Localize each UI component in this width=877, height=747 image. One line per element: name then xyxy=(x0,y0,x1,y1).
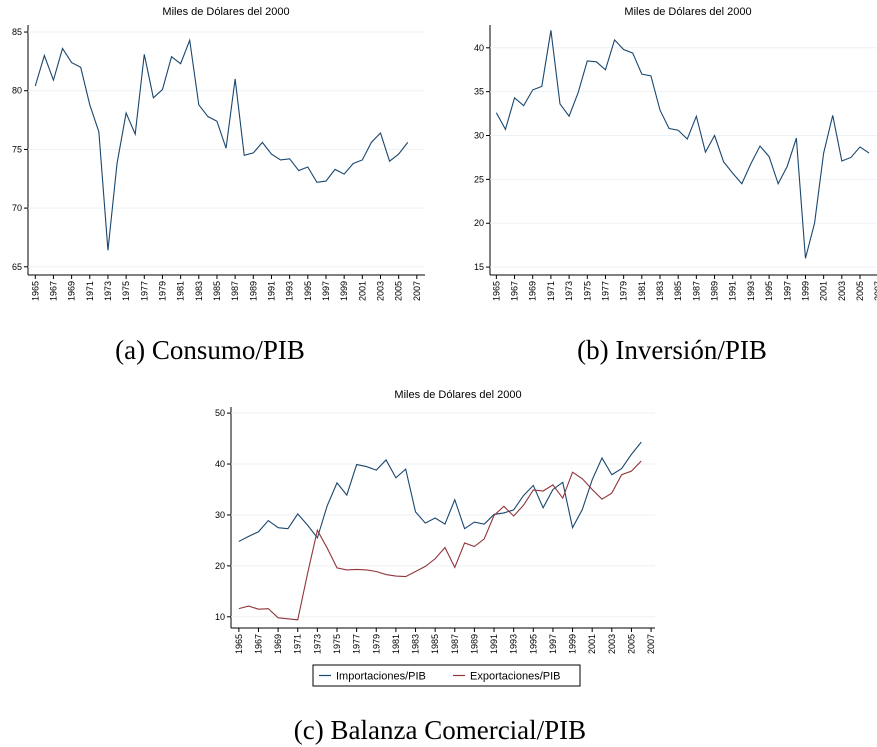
y-tick-label: 40 xyxy=(474,43,484,53)
x-tick-label: 1989 xyxy=(248,281,258,301)
line-series xyxy=(495,30,870,259)
x-tick-label: 2001 xyxy=(357,281,367,301)
x-tick-label: 2001 xyxy=(819,281,829,301)
x-tick-label: 1995 xyxy=(303,281,313,301)
legend-label: Importaciones/PIB xyxy=(336,671,426,683)
x-tick-label: 1971 xyxy=(546,281,556,301)
x-tick-label: 1989 xyxy=(710,281,720,301)
x-tick-label: 1967 xyxy=(253,634,263,654)
y-tick-label: 30 xyxy=(215,510,225,520)
x-tick-label: 1997 xyxy=(321,281,331,301)
x-tick-label: 1965 xyxy=(234,634,244,654)
y-tick-label: 10 xyxy=(215,612,225,622)
x-tick-label: 2007 xyxy=(412,281,422,301)
x-tick-label: 1975 xyxy=(121,281,131,301)
y-tick-label: 50 xyxy=(215,408,225,418)
x-tick-label: 2005 xyxy=(855,281,865,301)
x-tick-label: 1991 xyxy=(266,281,276,301)
x-tick-label: 1967 xyxy=(510,281,520,301)
x-tick-label: 1977 xyxy=(139,281,149,301)
x-tick-label: 1983 xyxy=(411,634,421,654)
x-tick-label: 2003 xyxy=(607,634,617,654)
caption: (a) Consumo/PIB xyxy=(115,335,305,365)
x-tick-label: 1999 xyxy=(568,634,578,654)
x-tick-label: 1993 xyxy=(285,281,295,301)
x-tick-label: 1971 xyxy=(293,634,303,654)
legend-box xyxy=(312,664,581,687)
x-tick-label: 1997 xyxy=(782,281,792,301)
x-tick-label: 1979 xyxy=(619,281,629,301)
y-tick-label: 75 xyxy=(12,144,22,154)
chart-title: Miles de Dólares del 2000 xyxy=(394,389,521,401)
x-tick-label: 1969 xyxy=(528,281,538,301)
y-tick-label: 20 xyxy=(474,218,484,228)
x-tick-label: 1989 xyxy=(469,634,479,654)
x-tick-label: 1995 xyxy=(764,281,774,301)
chart: Miles de Dólares del 2000 (c) Balanza Com… xyxy=(215,389,656,745)
x-tick-label: 1981 xyxy=(391,634,401,654)
x-tick-label: 1987 xyxy=(691,281,701,301)
y-tick-label: 15 xyxy=(474,262,484,272)
x-tick-label: 2001 xyxy=(587,634,597,654)
x-tick-label: 1973 xyxy=(312,634,322,654)
x-tick-label: 2007 xyxy=(873,281,877,301)
x-tick-label: 1973 xyxy=(564,281,574,301)
x-tick-label: 2003 xyxy=(837,281,847,301)
x-tick-label: 1993 xyxy=(509,634,519,654)
y-tick-label: 40 xyxy=(215,459,225,469)
x-tick-label: 1965 xyxy=(30,281,40,301)
y-tick-label: 85 xyxy=(12,27,22,37)
x-tick-label: 1987 xyxy=(230,281,240,301)
x-tick-label: 1999 xyxy=(339,281,349,301)
y-tick-label: 80 xyxy=(12,86,22,96)
y-tick-label: 30 xyxy=(474,131,484,141)
y-tick-label: 35 xyxy=(474,87,484,97)
x-tick-label: 1993 xyxy=(746,281,756,301)
x-tick-label: 1991 xyxy=(489,634,499,654)
x-tick-label: 1971 xyxy=(85,281,95,301)
chart: Miles de Dólares del 2000 (b) Inversión/P… xyxy=(474,6,877,365)
x-tick-label: 1995 xyxy=(528,634,538,654)
y-tick-label: 25 xyxy=(474,174,484,184)
y-tick-label: 20 xyxy=(215,561,225,571)
chart-title: Miles de Dólares del 2000 xyxy=(162,6,289,18)
line-series xyxy=(34,38,409,251)
x-tick-label: 1977 xyxy=(352,634,362,654)
x-tick-label: 2005 xyxy=(394,281,404,301)
x-tick-label: 1967 xyxy=(48,281,58,301)
y-tick-label: 65 xyxy=(12,262,22,272)
x-tick-label: 1999 xyxy=(800,281,810,301)
x-tick-label: 1983 xyxy=(194,281,204,301)
x-tick-label: 2003 xyxy=(375,281,385,301)
x-tick-label: 1973 xyxy=(103,281,113,301)
line-series xyxy=(238,460,642,621)
x-tick-label: 1975 xyxy=(582,281,592,301)
x-tick-label: 1969 xyxy=(273,634,283,654)
y-tick-label: 70 xyxy=(12,203,22,213)
x-tick-label: 2007 xyxy=(646,634,656,654)
x-tick-label: 1985 xyxy=(212,281,222,301)
x-tick-label: 1977 xyxy=(600,281,610,301)
x-tick-label: 1985 xyxy=(430,634,440,654)
x-tick-label: 1979 xyxy=(371,634,381,654)
x-tick-label: 1975 xyxy=(332,634,342,654)
x-tick-label: 1981 xyxy=(176,281,186,301)
x-tick-label: 1985 xyxy=(673,281,683,301)
caption: (c) Balanza Comercial/PIB xyxy=(294,715,586,745)
chart-title: Miles de Dólares del 2000 xyxy=(624,6,751,18)
x-tick-label: 2005 xyxy=(626,634,636,654)
x-tick-label: 1987 xyxy=(450,634,460,654)
chart: Miles de Dólares del 2000 (a) Consumo/PIB… xyxy=(12,6,425,365)
caption: (b) Inversión/PIB xyxy=(577,335,767,365)
legend-label: Exportaciones/PIB xyxy=(470,671,561,683)
x-tick-label: 1965 xyxy=(491,281,501,301)
x-tick-label: 1997 xyxy=(548,634,558,654)
line-series xyxy=(238,441,642,542)
x-tick-label: 1979 xyxy=(157,281,167,301)
x-tick-label: 1991 xyxy=(728,281,738,301)
x-tick-label: 1981 xyxy=(637,281,647,301)
x-tick-label: 1983 xyxy=(655,281,665,301)
x-tick-label: 1969 xyxy=(67,281,77,301)
